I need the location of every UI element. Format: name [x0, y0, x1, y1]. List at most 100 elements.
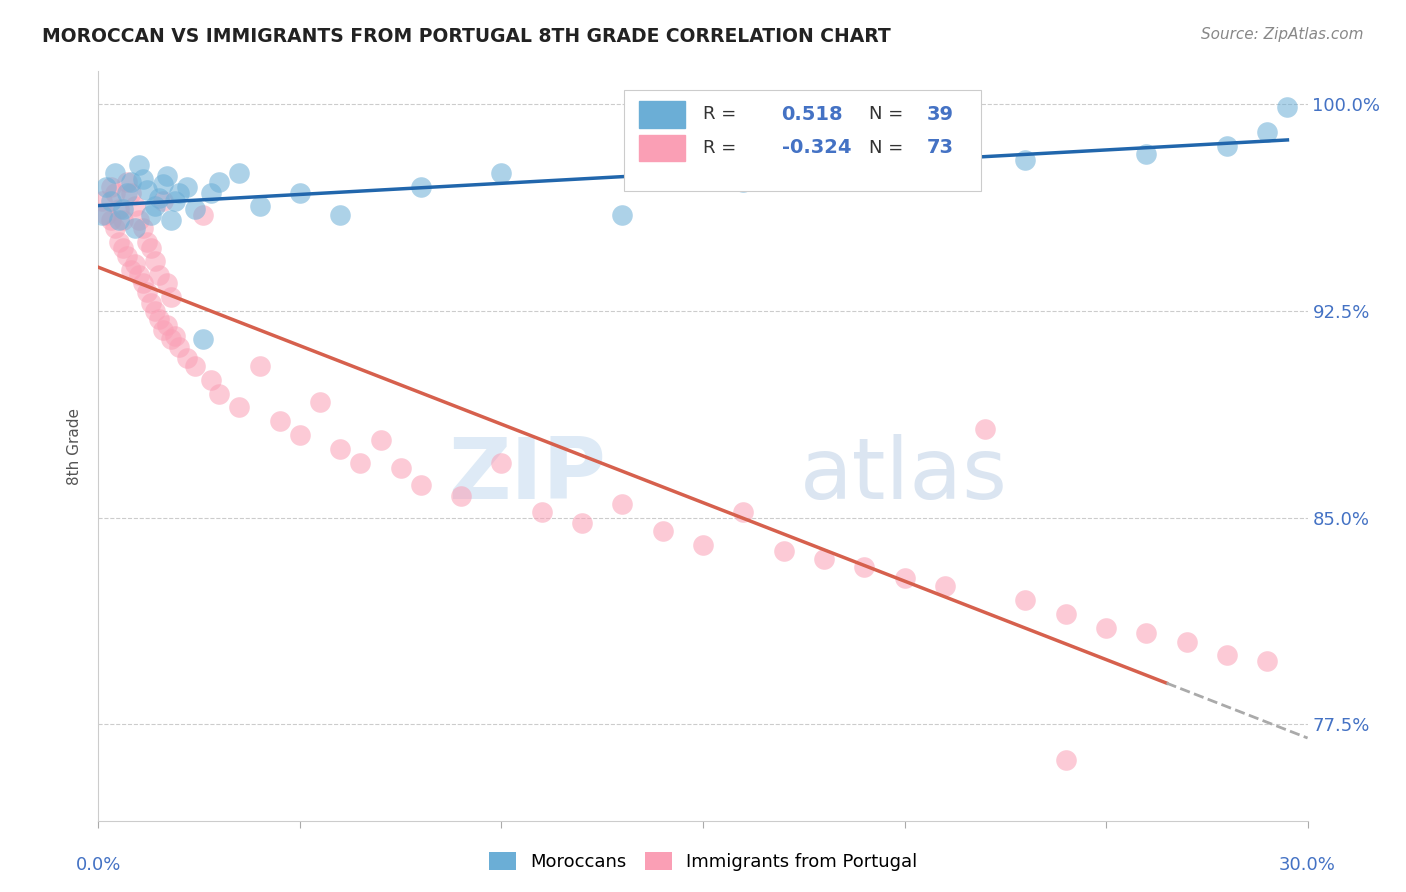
Point: [160, 213, 183, 227]
Point: [139, 295, 162, 310]
Point: [167, 340, 190, 354]
Point: [893, 158, 915, 172]
Bar: [638, 102, 685, 128]
Point: [1054, 607, 1077, 621]
Point: [853, 560, 876, 574]
Point: [389, 461, 412, 475]
Point: [160, 332, 183, 346]
Point: [111, 202, 134, 216]
Point: [1095, 621, 1118, 635]
Point: [163, 194, 186, 208]
Point: [228, 401, 250, 415]
Point: [143, 304, 166, 318]
Point: [132, 277, 155, 291]
Point: [228, 166, 250, 180]
Point: [152, 323, 174, 337]
Point: [733, 175, 755, 189]
Point: [1135, 147, 1157, 161]
Point: [156, 277, 179, 291]
Text: ZIP: ZIP: [449, 434, 606, 517]
Point: [124, 221, 146, 235]
Point: [208, 175, 231, 189]
Text: R =: R =: [703, 139, 737, 157]
Point: [934, 580, 956, 594]
Point: [156, 169, 179, 183]
Point: [107, 235, 129, 249]
Bar: [638, 135, 685, 161]
Point: [249, 359, 271, 373]
Point: [103, 166, 125, 180]
Point: [132, 171, 155, 186]
Point: [143, 199, 166, 213]
Y-axis label: 8th Grade: 8th Grade: [67, 408, 83, 484]
Point: [156, 318, 179, 332]
Point: [491, 166, 513, 180]
Text: Source: ZipAtlas.com: Source: ZipAtlas.com: [1201, 27, 1364, 42]
Point: [409, 477, 432, 491]
Text: 0.518: 0.518: [782, 104, 844, 124]
Point: [651, 524, 673, 539]
Text: 73: 73: [927, 138, 953, 157]
Legend: Moroccans, Immigrants from Portugal: Moroccans, Immigrants from Portugal: [481, 845, 925, 879]
Point: [184, 359, 207, 373]
Point: [349, 456, 371, 470]
Point: [120, 186, 142, 200]
Point: [450, 489, 472, 503]
Point: [692, 538, 714, 552]
Point: [176, 351, 198, 365]
Text: 0.0%: 0.0%: [76, 856, 121, 874]
Text: 39: 39: [927, 104, 953, 124]
Point: [1014, 593, 1036, 607]
Point: [148, 191, 170, 205]
Point: [288, 428, 311, 442]
Text: N =: N =: [869, 105, 903, 123]
Point: [1216, 648, 1239, 663]
Point: [269, 414, 291, 428]
Point: [128, 268, 150, 283]
Point: [612, 497, 634, 511]
Point: [132, 221, 155, 235]
Point: [309, 395, 332, 409]
Point: [115, 175, 138, 189]
Point: [329, 442, 352, 456]
Text: atlas: atlas: [800, 434, 1008, 517]
Point: [139, 241, 162, 255]
Point: [249, 199, 271, 213]
Point: [160, 290, 183, 304]
Point: [176, 180, 198, 194]
Point: [163, 328, 186, 343]
Text: -0.324: -0.324: [782, 138, 851, 157]
Point: [103, 186, 125, 200]
Point: [772, 543, 794, 558]
Point: [409, 180, 432, 194]
Point: [91, 194, 114, 208]
Point: [111, 241, 134, 255]
Point: [120, 175, 142, 189]
Point: [167, 186, 190, 200]
Point: [200, 373, 222, 387]
Point: [148, 312, 170, 326]
Point: [530, 505, 553, 519]
Point: [111, 213, 134, 227]
FancyBboxPatch shape: [624, 90, 981, 191]
Point: [1277, 100, 1299, 114]
Point: [107, 213, 129, 227]
Point: [184, 202, 207, 216]
Point: [96, 208, 118, 222]
Point: [139, 208, 162, 222]
Text: N =: N =: [869, 139, 903, 157]
Point: [103, 221, 125, 235]
Point: [370, 434, 392, 448]
Point: [1175, 634, 1198, 648]
Point: [107, 202, 129, 216]
Point: [135, 235, 157, 249]
Point: [733, 505, 755, 519]
Point: [200, 186, 222, 200]
Point: [491, 456, 513, 470]
Point: [128, 213, 150, 227]
Point: [115, 249, 138, 263]
Text: MOROCCAN VS IMMIGRANTS FROM PORTUGAL 8TH GRADE CORRELATION CHART: MOROCCAN VS IMMIGRANTS FROM PORTUGAL 8TH…: [42, 27, 891, 45]
Point: [288, 186, 311, 200]
Point: [193, 208, 215, 222]
Point: [813, 552, 835, 566]
